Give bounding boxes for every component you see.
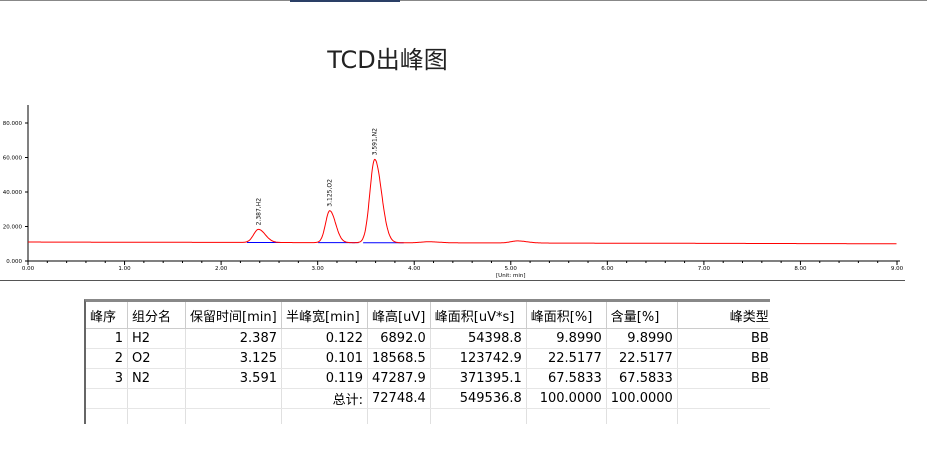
table-cell [677, 388, 770, 409]
peak-label: 2.387,H2 [255, 198, 262, 226]
x-tick-label: 3.00 [312, 266, 325, 272]
table-cell [127, 388, 186, 409]
column-header[interactable]: 峰类型 [677, 302, 770, 329]
x-tick-label: 4.00 [408, 266, 421, 272]
column-header[interactable]: 峰高[uV] [367, 302, 431, 329]
table-cell: 371395.1 [430, 368, 527, 389]
column-header[interactable]: 峰面积[%] [526, 302, 607, 329]
table-cell: BB [677, 368, 770, 389]
table-cell [367, 408, 431, 424]
table-cell: 0.119 [281, 368, 368, 389]
x-tick-label: 1.00 [118, 266, 131, 272]
top-accent [290, 0, 400, 2]
table-row[interactable]: 总计: 72748.4 549536.8 100.0000 100.0000 [86, 388, 770, 409]
table-cell: 1 [86, 328, 128, 349]
table-cell [430, 408, 527, 424]
x-tick-label: 7.00 [698, 266, 711, 272]
table-row[interactable] [86, 408, 770, 424]
table-cell: BB [677, 348, 770, 369]
table-cell [86, 408, 128, 424]
x-tick-label: 2.00 [215, 266, 228, 272]
table-cell: 100.0000 [606, 388, 678, 409]
table-cell [677, 408, 770, 424]
table-cell: 67.5833 [606, 368, 678, 389]
peak-label: 3.125,O2 [327, 179, 334, 207]
peak-label: 3.591,N2 [372, 128, 379, 156]
y-tick-label: 40.000 [3, 190, 23, 196]
table-cell: 3.591 [185, 368, 282, 389]
table-row[interactable]: 3 N2 3.591 0.119 47287.9 371395.1 67.5833 67.58… [86, 368, 770, 389]
table-cell: 123742.9 [430, 348, 527, 369]
table-cell: 2.387 [185, 328, 282, 349]
table-cell: 0.101 [281, 348, 368, 369]
table-cell: 67.5833 [526, 368, 607, 389]
table-header-row: 峰序 组分名 保留时间[min] 半峰宽[min] 峰高[uV] 峰面积[uV*s] 峰面积… [86, 302, 770, 329]
column-header[interactable]: 峰面积[uV*s] [430, 302, 527, 329]
table-cell [606, 408, 678, 424]
table-cell [86, 388, 128, 409]
table-cell: H2 [127, 328, 186, 349]
x-tick-label: 8.00 [794, 266, 807, 272]
table-cell [185, 408, 282, 424]
x-tick-label: 6.00 [601, 266, 614, 272]
table-cell: 47287.9 [367, 368, 431, 389]
table-cell: 0.122 [281, 328, 368, 349]
table-cell: 总计: [281, 388, 368, 409]
table-cell: BB [677, 328, 770, 349]
top-border [0, 0, 927, 1]
divider [0, 280, 905, 281]
column-header[interactable]: 保留时间[min] [185, 302, 282, 329]
table-cell: 2 [86, 348, 128, 369]
table-cell [526, 408, 607, 424]
table-cell: 549536.8 [430, 388, 527, 409]
chart-title: TCD出峰图 [327, 46, 448, 74]
table-row[interactable]: 2 O2 3.125 0.101 18568.5 123742.9 22.5177 22.51… [86, 348, 770, 369]
table-cell [127, 408, 186, 424]
table-cell [185, 388, 282, 409]
y-tick-label: 60.000 [3, 156, 23, 162]
table-cell: N2 [127, 368, 186, 389]
x-tick-label: 5.00 [505, 266, 518, 272]
table-cell: 18568.5 [367, 348, 431, 369]
table-cell: 22.5177 [606, 348, 678, 369]
peak-table: 峰序 组分名 保留时间[min] 半峰宽[min] 峰高[uV] 峰面积[uV*s] 峰面积… [84, 299, 770, 424]
table-cell: 3 [86, 368, 128, 389]
table-cell: O2 [127, 348, 186, 369]
y-tick-label: 0.000 [6, 259, 22, 265]
table-cell: 72748.4 [367, 388, 431, 409]
x-tick-label: 9.00 [891, 266, 904, 272]
table-cell: 6892.0 [367, 328, 431, 349]
table-cell: 9.8990 [606, 328, 678, 349]
table-cell: 22.5177 [526, 348, 607, 369]
table-cell [281, 408, 368, 424]
y-tick-label: 80.000 [3, 121, 23, 127]
x-axis-label: [Unit: min] [496, 273, 525, 279]
table-row[interactable]: 1 H2 2.387 0.122 6892.0 54398.8 9.8990 9.8990 BB [86, 328, 770, 349]
chromatogram-trace [28, 158, 897, 245]
column-header[interactable]: 半峰宽[min] [281, 302, 368, 329]
table-cell: 9.8990 [526, 328, 607, 349]
column-header[interactable]: 峰序 [86, 302, 128, 329]
y-tick-label: 20.000 [3, 225, 23, 231]
column-header[interactable]: 组分名 [127, 302, 186, 329]
table-cell: 3.125 [185, 348, 282, 369]
column-header[interactable]: 含量[%] [606, 302, 678, 329]
chromatogram-chart: 0.000 20.000 40.000 60.000 80.000 0.00 1.00 2.0… [3, 105, 904, 279]
x-tick-label: 0.00 [22, 266, 35, 272]
table-cell: 54398.8 [430, 328, 527, 349]
table-cell: 100.0000 [526, 388, 607, 409]
